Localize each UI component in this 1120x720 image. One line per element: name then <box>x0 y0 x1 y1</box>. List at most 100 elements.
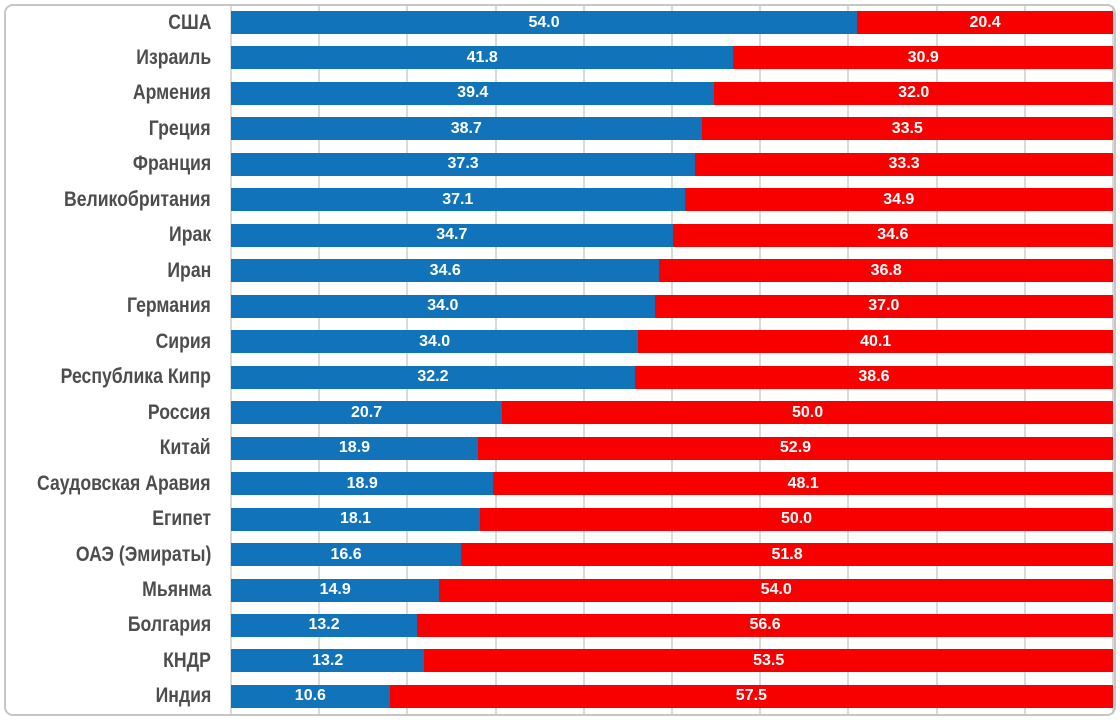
blue-value-label: 13.2 <box>308 616 340 634</box>
red-value-label: 37.0 <box>868 297 900 315</box>
red-value-label: 48.1 <box>787 474 819 492</box>
blue-bar-segment: 37.1 <box>231 188 685 212</box>
red-value-label: 54.0 <box>760 581 792 598</box>
blue-value-label: 39.4 <box>457 84 489 102</box>
red-value-label: 53.5 <box>753 651 785 669</box>
gridline <box>582 6 585 714</box>
red-bar-segment: 38.6 <box>634 365 1113 389</box>
category-label-row: Израиль <box>0 46 211 69</box>
red-bar-segment: 57.5 <box>389 684 1113 708</box>
category-label-row: Сирия <box>0 330 211 353</box>
red-value-label: 34.6 <box>877 226 909 244</box>
red-value-label: 33.5 <box>891 119 923 137</box>
bar-row: 18.9 48.1 <box>231 472 1113 496</box>
red-bar-segment: 32.0 <box>714 81 1113 105</box>
red-bar-segment: 52.9 <box>477 436 1113 460</box>
category-label-row: Греция <box>0 117 211 140</box>
bar-row: 41.8 30.9 <box>231 46 1113 70</box>
category-label: Иран <box>167 258 211 282</box>
category-label-row: Иран <box>0 259 211 282</box>
blue-value-label: 32.2 <box>417 368 449 386</box>
blue-value-label: 34.7 <box>436 226 468 244</box>
red-bar-segment: 37.0 <box>654 294 1113 318</box>
blue-bar-segment: 14.9 <box>231 578 440 602</box>
category-label-row: Индия <box>0 684 211 708</box>
blue-bar-segment: 54.0 <box>231 11 858 34</box>
blue-value-label: 41.8 <box>466 48 498 66</box>
red-bar-segment: 34.9 <box>684 188 1113 212</box>
gridline <box>671 6 673 714</box>
plot-area: 54.0 20.4 41.8 30.9 39.4 32.0 38.7 33.5 … <box>231 11 1113 708</box>
category-label-row: Болгария <box>0 613 211 637</box>
red-bar-segment: 48.1 <box>493 472 1113 496</box>
blue-value-label: 38.7 <box>450 119 482 137</box>
blue-bar-segment: 37.3 <box>231 152 696 176</box>
blue-bar-segment: 20.7 <box>231 401 503 425</box>
blue-value-label: 37.3 <box>447 155 479 173</box>
gridline <box>759 6 762 714</box>
category-label: ОАЭ (Эмираты) <box>75 542 211 566</box>
blue-bar-segment: 34.0 <box>231 330 639 354</box>
category-label-row: ОАЭ (Эмираты) <box>0 543 211 566</box>
blue-bar-segment: 16.6 <box>231 543 462 567</box>
bar-row: 14.9 54.0 <box>231 578 1113 602</box>
blue-value-label: 13.2 <box>312 651 344 669</box>
category-axis: США Израиль Армения Греция Франция Велик… <box>0 11 211 708</box>
blue-value-label: 37.1 <box>442 190 474 208</box>
red-value-label: 50.0 <box>792 403 824 421</box>
red-value-label: 36.8 <box>870 261 902 279</box>
category-label: Великобритания <box>64 187 211 211</box>
category-label-row: Саудовская Аравия <box>0 472 211 495</box>
bar-row: 37.1 34.9 <box>231 188 1113 212</box>
category-label: Республика Кипр <box>60 365 211 389</box>
category-label-row: Франция <box>0 152 211 176</box>
bar-row: 13.2 56.6 <box>231 613 1113 637</box>
red-bar-segment: 50.0 <box>480 507 1113 531</box>
red-value-label: 34.9 <box>883 190 915 208</box>
blue-value-label: 10.6 <box>294 687 326 705</box>
bar-row: 32.2 38.6 <box>231 365 1113 389</box>
category-label-row: Великобритания <box>0 188 211 211</box>
bar-row: 34.0 37.0 <box>231 294 1113 318</box>
bar-row: 34.6 36.8 <box>231 259 1113 283</box>
blue-bar-segment: 18.9 <box>231 472 494 496</box>
category-label: Германия <box>127 294 211 318</box>
blue-value-label: 34.0 <box>419 332 451 350</box>
category-label-row: Армения <box>0 81 211 105</box>
blue-bar-segment: 13.2 <box>231 649 425 673</box>
gridline <box>318 6 321 714</box>
blue-value-label: 18.9 <box>346 474 378 492</box>
bar-row: 38.7 33.5 <box>231 117 1113 141</box>
red-bar-segment: 51.8 <box>461 543 1113 567</box>
gridline <box>406 6 409 714</box>
bar-row: 18.9 52.9 <box>231 436 1113 460</box>
category-label: Египет <box>152 507 211 531</box>
red-value-label: 30.9 <box>907 48 939 66</box>
category-label: Болгария <box>127 613 211 637</box>
category-label: Франция <box>132 152 211 176</box>
red-bar-segment: 36.8 <box>659 259 1113 283</box>
blue-bar-segment: 34.6 <box>231 259 660 283</box>
red-bar-segment: 40.1 <box>638 330 1113 354</box>
bar-row: 54.0 20.4 <box>231 11 1113 34</box>
category-label-row: Республика Кипр <box>0 365 211 389</box>
red-value-label: 33.3 <box>888 155 920 173</box>
blue-value-label: 18.1 <box>339 510 372 528</box>
category-label-row: Россия <box>0 401 211 424</box>
red-bar-segment: 34.6 <box>672 223 1113 247</box>
red-bar-segment: 56.6 <box>417 613 1113 637</box>
blue-bar-segment: 39.4 <box>231 81 715 105</box>
red-value-label: 50.0 <box>780 510 813 528</box>
category-label: Израиль <box>136 45 211 69</box>
gridline <box>494 6 497 714</box>
blue-bar-segment: 13.2 <box>231 613 418 637</box>
gridline <box>847 6 850 714</box>
category-label-row: Германия <box>0 294 211 318</box>
red-value-label: 52.9 <box>779 439 812 457</box>
blue-value-label: 16.6 <box>330 545 362 563</box>
blue-bar-segment: 38.7 <box>231 117 702 141</box>
blue-value-label: 54.0 <box>528 13 560 31</box>
blue-bar-segment: 41.8 <box>231 46 734 70</box>
gridlines-layer <box>230 6 1114 714</box>
